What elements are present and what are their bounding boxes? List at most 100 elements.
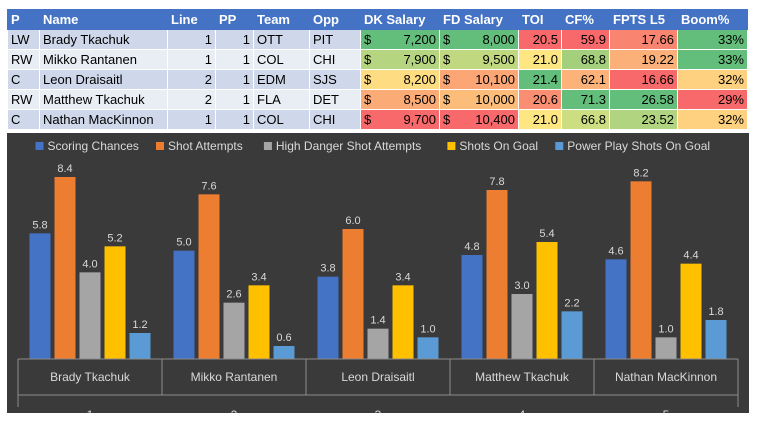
salary-value: 10,000 [475,92,515,107]
chart-canvas: Scoring Chances Shot Attempts High Danger … [17,139,739,413]
cell-dk: $9,700 [360,109,440,130]
cell-dk: $7,200 [360,29,440,50]
cell-boom: 29% [677,89,748,110]
currency-symbol: $ [443,32,451,47]
bar [630,181,652,359]
bar [173,250,195,359]
bar-chart: Scoring Chances Shot Attempts High Danger … [7,133,749,413]
cell-pp: 1 [215,69,254,90]
legend-swatch [35,142,44,150]
legend-swatch [263,142,272,150]
category-label: Mikko Rantanen [191,370,278,384]
cell-boom: 32% [677,69,748,90]
cell-opp: SJS [309,69,361,90]
legend-label: High Danger Shot Attempts [276,139,421,153]
table-row: C Leon Draisaitl 2 1 EDM SJS $8,200 $10,100 21.4… [7,69,748,90]
column-header: Boom% [677,9,748,30]
cell-opp: DET [309,89,361,110]
cell-dk: $8,500 [360,89,440,110]
cell-pp: 1 [215,29,254,50]
cell-fd: $10,400 [439,109,519,130]
salary-value: 7,200 [403,32,436,47]
category-number: 2 [231,408,238,413]
column-header: FD Salary [439,9,519,30]
cell-toi: 21.4 [518,69,562,90]
category-label: Brady Tkachuk [50,370,131,384]
legend-swatch [156,142,164,150]
cell-cf: 66.8 [561,109,610,130]
cell-boom: 33% [677,49,748,70]
bar [129,333,151,359]
bar [461,255,483,359]
column-header: CF% [561,9,610,30]
cell-boom: 33% [677,29,748,50]
salary-value: 8,500 [403,92,436,107]
data-label: 5.4 [539,228,554,240]
data-label: 4.8 [464,241,479,253]
data-label: 1.4 [370,315,385,327]
legend-swatch [447,142,456,150]
table-row: LW Brady Tkachuk 1 1 OTT PIT $7,200 $8,000 20.5 5… [7,29,748,50]
category-number: 3 [375,408,382,413]
category-label: Nathan MacKinnon [615,370,717,384]
salary-value: 8,200 [403,72,436,87]
bar [223,302,245,359]
cell-cf: 71.3 [561,89,610,110]
data-label: 3.8 [320,263,335,275]
data-label: 2.6 [226,289,241,301]
cell-opp: PIT [309,29,361,50]
data-label: 1.2 [132,319,147,331]
column-header: P [7,9,40,30]
currency-symbol: $ [443,112,451,127]
salary-value: 9,700 [403,112,436,127]
cell-pp: 1 [215,89,254,110]
data-label: 6.0 [345,215,360,227]
data-label: 5.0 [176,237,191,249]
data-label: 2.2 [564,297,579,309]
cell-toi: 20.6 [518,89,562,110]
table-row: C Nathan MacKinnon 1 1 COL CHI $9,700 $10,400 21… [7,109,748,130]
cell-fpts: 19.22 [609,49,678,70]
cell-pos: RW [7,49,40,70]
bar [417,337,439,359]
bar [605,259,627,359]
currency-symbol: $ [364,92,372,107]
salary-value: 9,500 [482,52,515,67]
cell-dk: $7,900 [360,49,440,70]
cell-name: Matthew Tkachuk [39,89,168,110]
cell-toi: 21.0 [518,109,562,130]
cell-boom: 32% [677,109,748,130]
cell-team: EDM [253,69,310,90]
bar [273,346,295,359]
bar [367,328,389,359]
data-label: 1.8 [708,306,723,318]
data-label: 1.0 [658,323,673,335]
category-number: 1 [87,408,94,413]
legend-swatch [555,142,564,150]
category-label: Matthew Tkachuk [475,370,570,384]
table-header-row: P Name Line PP Team Opp DK Salary FD Salary TOI C… [7,9,748,30]
cell-fd: $8,000 [439,29,519,50]
cell-line: 2 [167,69,216,90]
bar [54,177,76,359]
legend-label: Shots On Goal [459,139,538,153]
cell-toi: 20.5 [518,29,562,50]
currency-symbol: $ [364,112,372,127]
cell-team: COL [253,109,310,130]
currency-symbol: $ [364,72,372,87]
data-label: 0.6 [276,332,291,344]
cell-fpts: 17.66 [609,29,678,50]
currency-symbol: $ [364,52,372,67]
data-label: 4.0 [82,258,97,270]
currency-symbol: $ [443,52,451,67]
data-label: 8.4 [57,163,72,175]
column-header: Opp [309,9,361,30]
bar [561,311,583,359]
data-label: 4.4 [683,250,698,262]
column-header: DK Salary [360,9,440,30]
cell-fd: $9,500 [439,49,519,70]
cell-pos: C [7,109,40,130]
bar [317,276,339,359]
currency-symbol: $ [443,92,451,107]
cell-team: OTT [253,29,310,50]
